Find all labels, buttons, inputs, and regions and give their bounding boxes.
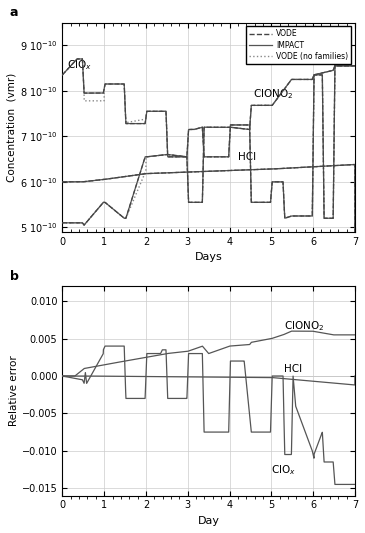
Y-axis label: Concentration  (vmr): Concentration (vmr) [7, 72, 17, 182]
X-axis label: Days: Days [195, 252, 223, 262]
Text: b: b [10, 270, 19, 283]
Text: a: a [10, 6, 18, 19]
Y-axis label: Relative error: Relative error [9, 356, 19, 426]
Text: ClONO$_2$: ClONO$_2$ [284, 320, 324, 334]
Text: HCl: HCl [284, 364, 302, 374]
Text: ClO$_x$: ClO$_x$ [271, 463, 296, 477]
Text: ClO$_x$: ClO$_x$ [68, 58, 92, 72]
Legend: VODE, IMPACT, VODE (no families): VODE, IMPACT, VODE (no families) [246, 26, 351, 64]
Text: HCl: HCl [238, 152, 256, 162]
X-axis label: Day: Day [197, 516, 220, 526]
Text: ClONO$_2$: ClONO$_2$ [253, 87, 293, 101]
